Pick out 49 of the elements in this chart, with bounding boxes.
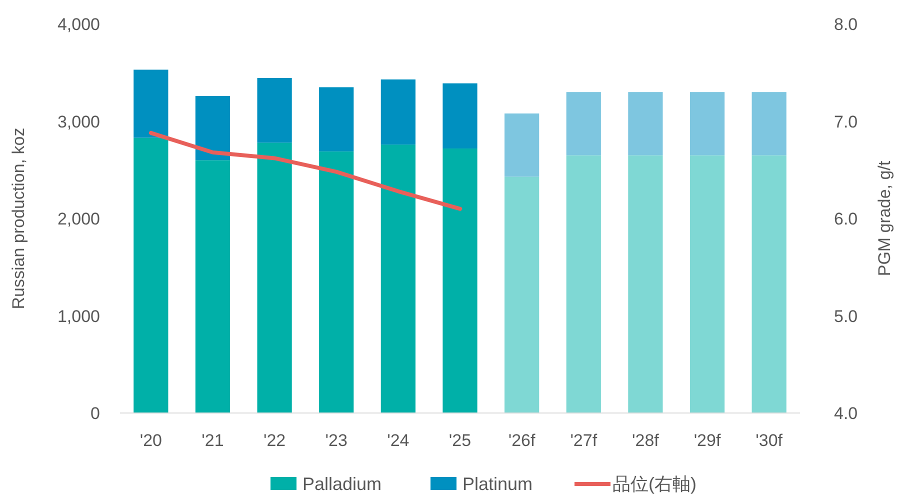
bar: [442, 83, 478, 148]
x-tick-label: '25: [448, 431, 472, 450]
y2-axis-title: PGM grade, g/t: [875, 160, 894, 276]
y-tick-label: 3,000: [57, 112, 100, 132]
bar: [628, 92, 663, 156]
bar: [442, 148, 478, 413]
bar: [380, 79, 416, 145]
x-tick-label: '21: [202, 431, 224, 450]
bar: [690, 155, 725, 413]
bar: [195, 96, 230, 160]
bar: [504, 113, 540, 177]
y-tick-label: 0: [90, 404, 100, 423]
legend-label: 品位(右軸): [612, 474, 696, 494]
bar: [319, 151, 354, 413]
bar: [628, 155, 663, 413]
y-tick-label: 2,000: [57, 210, 100, 228]
x-tick-label: '29f: [694, 431, 721, 450]
x-tick-label: '30f: [756, 431, 783, 450]
x-tick-label: '27f: [570, 431, 598, 450]
bar: [257, 142, 292, 413]
bar: [566, 92, 601, 156]
x-tick-label: '28f: [632, 431, 660, 450]
x-tick-label: '24: [387, 431, 410, 450]
x-tick-label: '20: [140, 431, 162, 450]
line-series: [148, 130, 462, 211]
legend-label: Platinum: [462, 474, 533, 494]
x-tick-label: '26f: [508, 431, 536, 450]
y2-tick-label: 6.0: [834, 210, 858, 228]
y2-tick-label: 4.0: [834, 404, 858, 423]
bar: [134, 138, 168, 413]
bar: [195, 160, 230, 413]
bar: [690, 92, 725, 156]
bar: [752, 155, 786, 413]
y-tick-label: 1,000: [57, 306, 100, 326]
bar: [504, 176, 540, 413]
bar: [257, 78, 292, 143]
bar: [752, 92, 786, 156]
bar: [566, 155, 601, 413]
x-tick-label: '22: [263, 431, 286, 450]
y-axis-title: Russian production, koz: [9, 128, 28, 310]
bar: [134, 70, 168, 138]
bar: [380, 144, 416, 413]
x-tick-label: '23: [325, 431, 348, 450]
bar: [319, 87, 354, 152]
y2-tick-label: 7.0: [834, 112, 858, 132]
legend-label: Palladium: [302, 474, 382, 494]
y2-tick-label: 8.0: [834, 15, 858, 34]
y2-tick-label: 5.0: [834, 306, 858, 326]
y-tick-label: 4,000: [57, 15, 100, 34]
